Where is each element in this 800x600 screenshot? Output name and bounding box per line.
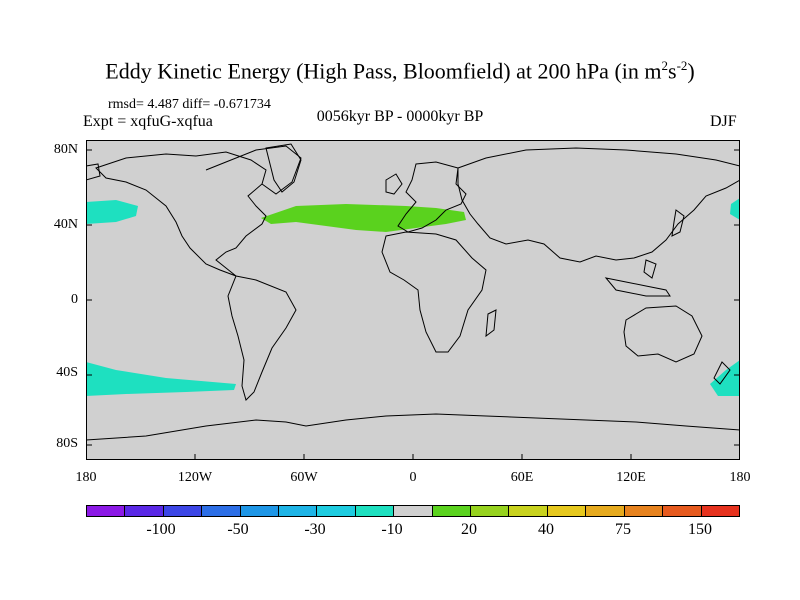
colorbar — [86, 505, 740, 517]
positive-anomaly-regions — [261, 204, 466, 232]
colorbar-segment — [432, 506, 472, 516]
colorbar-segment — [163, 506, 203, 516]
lon-label-180e: 180 — [729, 470, 751, 485]
colorbar-label: -100 — [146, 521, 176, 538]
colorbar-label: 40 — [538, 521, 554, 538]
colorbar-segment — [125, 506, 164, 516]
map-panel — [86, 140, 740, 460]
lon-label-180w: 180 — [75, 470, 97, 485]
colorbar-segment — [355, 506, 395, 516]
colorbar-label: -30 — [304, 521, 326, 538]
lat-label-80n: 80N — [53, 142, 78, 157]
colorbar-segment — [471, 506, 510, 516]
colorbar-segment — [87, 506, 126, 516]
colorbar-label: 20 — [461, 521, 477, 538]
colorbar-segment — [317, 506, 356, 516]
map-background — [86, 140, 740, 460]
period-label: 0056kyr BP - 0000kyr BP — [316, 108, 484, 125]
coastlines — [86, 143, 740, 441]
stats-text: rmsd= 4.487 diff= -0.671734 — [108, 97, 271, 112]
lat-label-40s: 40S — [56, 365, 78, 380]
lat-label-80s: 80S — [56, 436, 78, 451]
colorbar-segment — [509, 506, 548, 516]
lon-label-120e: 120E — [616, 470, 646, 485]
lat-label-40n: 40N — [53, 217, 78, 232]
colorbar-segment — [202, 506, 241, 516]
colorbar-label: -50 — [227, 521, 249, 538]
figure-title: Eddy Kinetic Energy (High Pass, Bloomfie… — [105, 58, 695, 84]
map-frame — [86, 140, 740, 460]
colorbar-label: 150 — [688, 521, 712, 538]
negative-anomaly-regions — [86, 198, 740, 396]
colorbar-segment — [547, 506, 587, 516]
colorbar-segment — [624, 506, 664, 516]
lon-label-60w: 60W — [290, 470, 318, 485]
colorbar-label: -10 — [381, 521, 403, 538]
colorbar-label: 75 — [615, 521, 631, 538]
season-label: DJF — [710, 113, 737, 130]
colorbar-segment — [279, 506, 318, 516]
lat-label-0: 0 — [71, 292, 78, 307]
colorbar-segment — [701, 506, 739, 516]
lon-label-120w: 120W — [177, 470, 213, 485]
lon-label-60e: 60E — [510, 470, 534, 485]
colorbar-segment — [240, 506, 280, 516]
experiment-label: Expt = xqfuG-xqfua — [83, 113, 213, 130]
colorbar-segment — [586, 506, 625, 516]
colorbar-segment — [663, 506, 702, 516]
colorbar-segment — [394, 506, 433, 516]
lon-label-0: 0 — [409, 470, 417, 485]
